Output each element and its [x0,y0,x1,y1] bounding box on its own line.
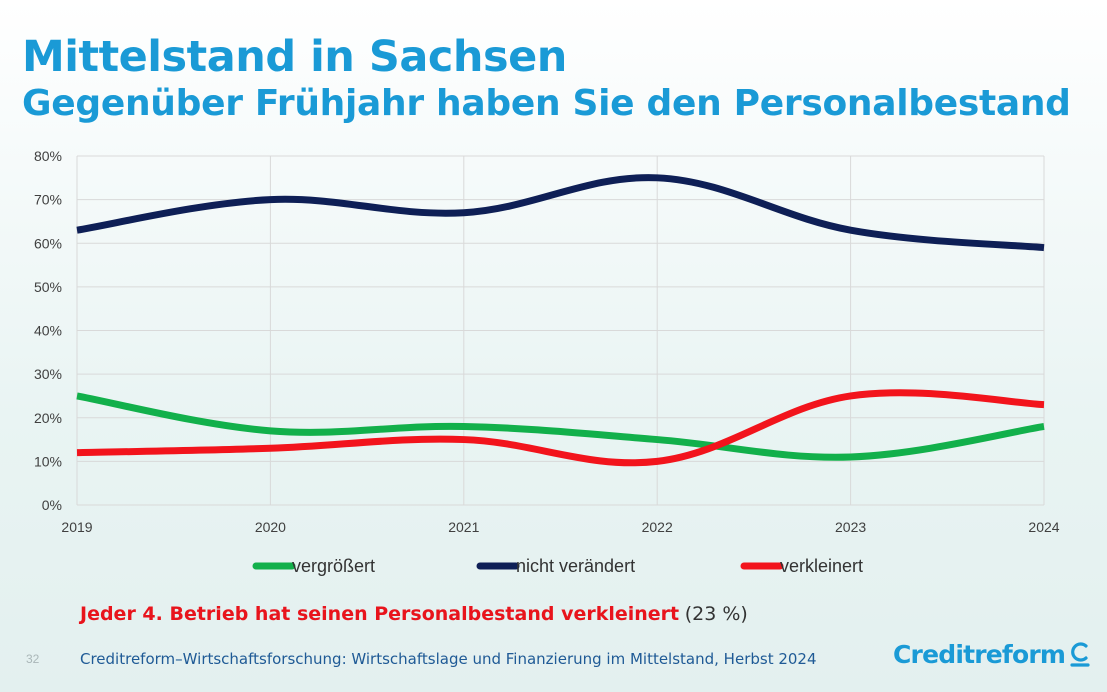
legend-label-1: nicht verändert [516,556,635,576]
key-finding-highlight: Jeder 4. Betrieb hat seinen Personalbest… [80,603,680,625]
y-tick-label: 60% [34,235,62,251]
series-line-0 [76,392,1045,461]
y-tick-label: 20% [34,410,62,426]
y-tick-label: 30% [34,366,62,382]
page-title: Mittelstand in Sachsen [22,32,567,82]
y-tick-label: 70% [34,192,62,208]
y-tick-label: 40% [34,323,62,339]
x-tick-label: 2024 [1028,519,1059,535]
creditreform-logo: Creditreform [893,640,1091,669]
chart-series [76,174,1045,467]
series-line-1 [76,174,1045,252]
y-tick-label: 50% [34,279,62,295]
x-tick-label: 2020 [255,519,286,535]
chart-legend: vergrößert nicht verändert verkleinert [252,556,863,576]
y-tick-label: 80% [34,148,62,164]
x-tick-label: 2023 [835,519,866,535]
y-tick-label: 10% [34,453,62,469]
page-subtitle: Gegenüber Frühjahr haben Sie den Persona… [22,83,1071,124]
logo-text: Creditreform [893,640,1066,669]
chart-axes: 0% 10% 20% 30% 40% 50% 60% 70% 80% 2019 2020 2021 20… [34,148,1060,535]
source-footnote: Creditreform–Wirtschaftsforschung: Wirts… [80,650,817,668]
creditreform-c-icon [1070,641,1090,667]
key-finding: Jeder 4. Betrieb hat seinen Personalbest… [80,603,748,626]
x-tick-label: 2022 [642,519,673,535]
legend-label-2: verkleinert [780,556,863,576]
page-number: 32 [26,652,40,666]
legend-label-0: vergrößert [292,556,375,576]
key-finding-value: (23 %) [684,603,748,625]
series-line-2 [76,389,1045,467]
line-chart: 0% 10% 20% 30% 40% 50% 60% 70% 80% 2019 2020 2021 20… [34,148,1060,576]
x-tick-label: 2019 [61,519,92,535]
x-tick-label: 2021 [448,519,479,535]
y-tick-label: 0% [42,497,62,513]
